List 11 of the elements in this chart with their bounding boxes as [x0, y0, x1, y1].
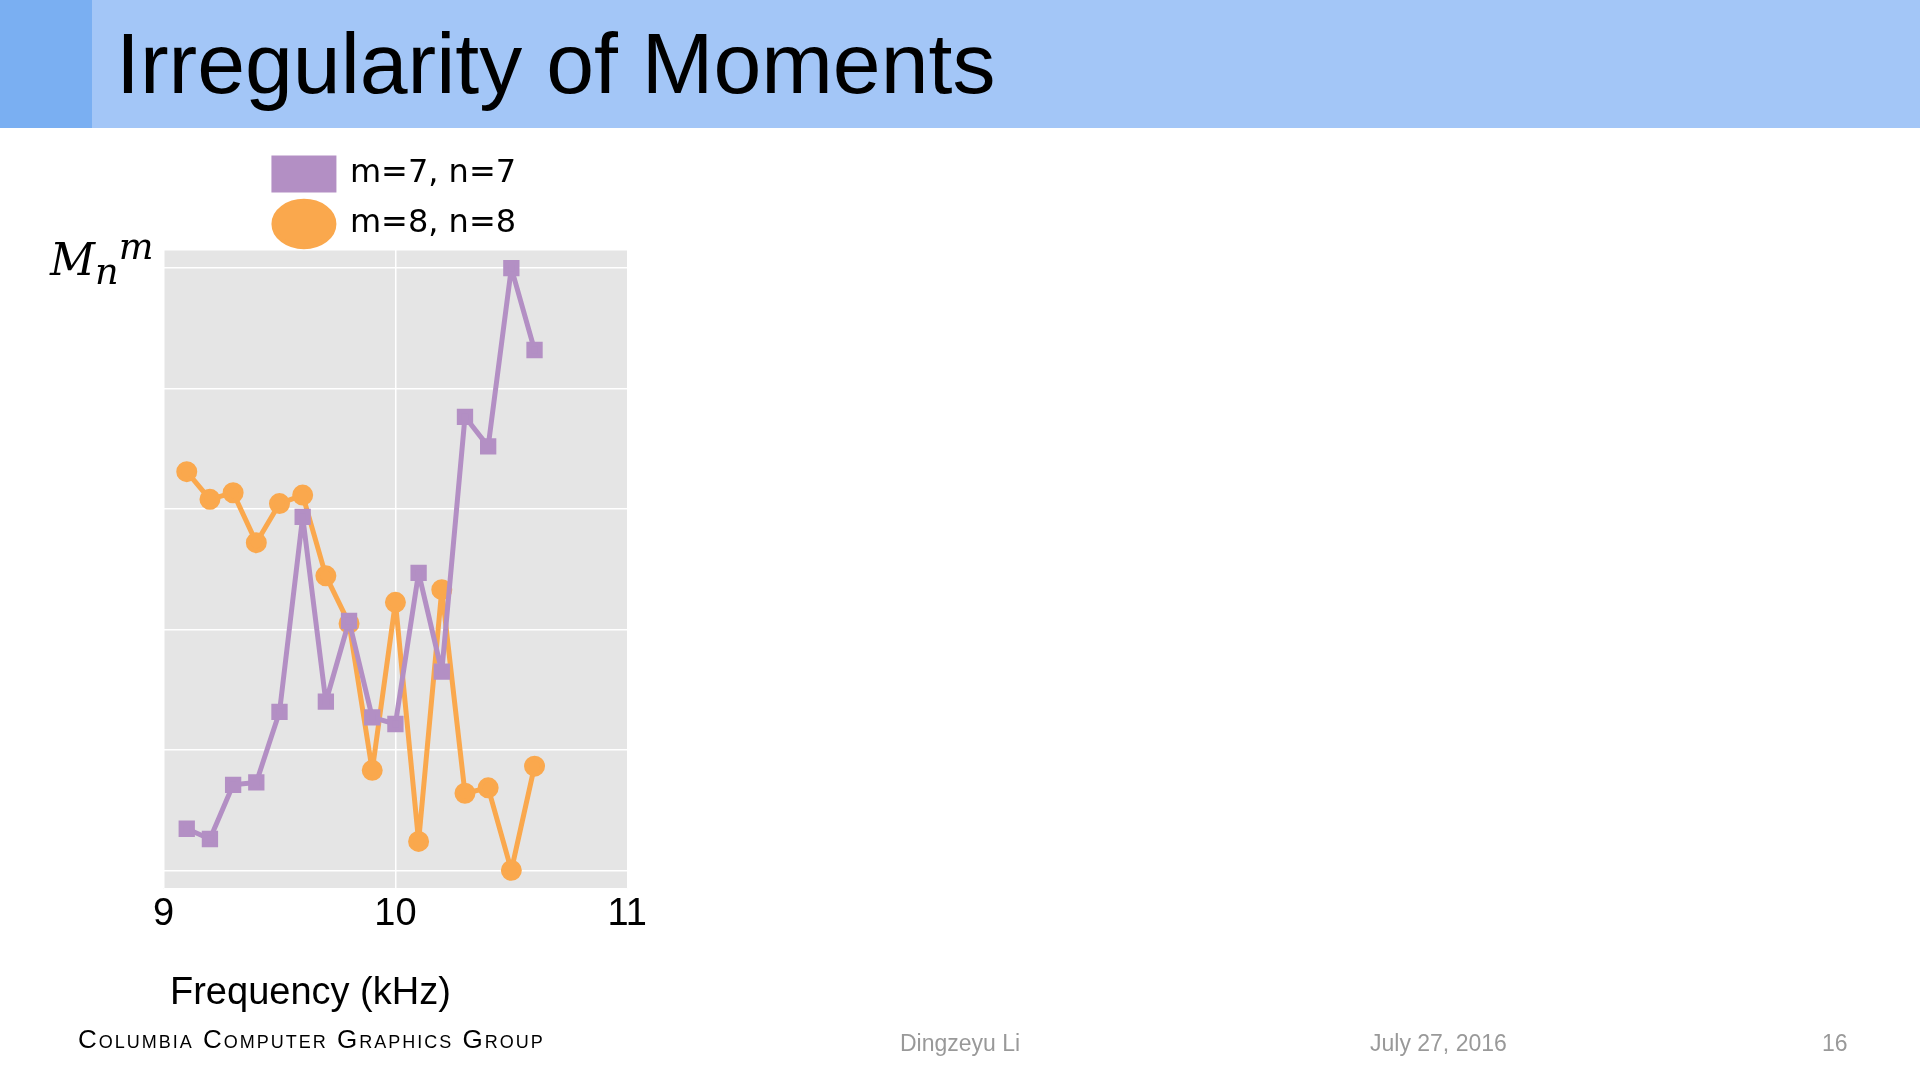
text: Columbia Computer Graphics Group	[78, 1024, 545, 1055]
x-tick-label: 11	[607, 890, 647, 933]
legend-label: m=8, n=8	[349, 202, 517, 241]
x-tick-label: 10	[374, 890, 417, 933]
legend-label: m=7, n=7	[349, 152, 517, 191]
text: July 27, 2016	[1370, 1030, 1507, 1057]
x-axis-title: Frequency (kHz)	[170, 970, 451, 1013]
chart-title: Irregularity of Moments	[116, 14, 996, 113]
x-tick-label: 9	[153, 890, 175, 933]
text: Dingzeyu Li	[900, 1030, 1021, 1057]
text: 16	[1822, 1030, 1848, 1057]
